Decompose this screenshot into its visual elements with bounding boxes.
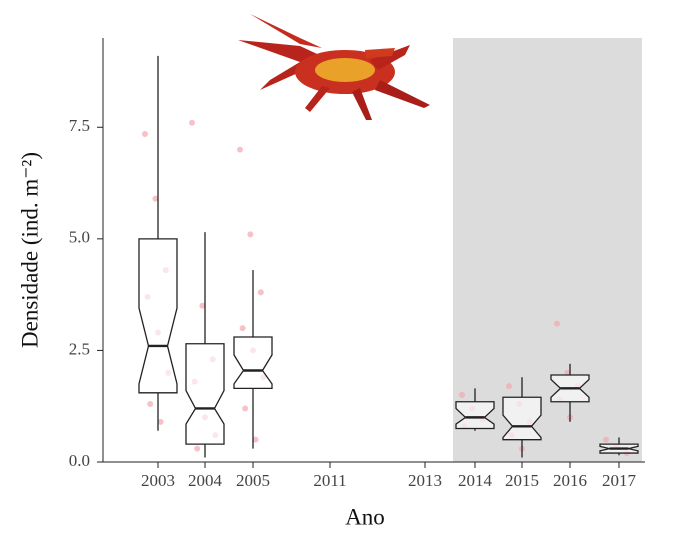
jitter-point [237,146,243,153]
jitter-point [239,325,246,332]
jitter-point [189,119,195,126]
shaded-period [453,38,642,462]
y-tick-label: 0.0 [69,451,90,470]
x-tick-label: 2013 [408,471,442,490]
jitter-point [199,302,206,309]
x-tick-label: 2016 [553,471,587,490]
y-tick-label: 2.5 [69,339,90,358]
jitter-point [157,418,164,425]
box [455,401,495,430]
jitter-point [194,445,201,452]
box [233,336,273,390]
y-tick-label: 5.0 [69,228,90,247]
jitter-point [247,231,254,238]
jitter-point [603,436,609,443]
x-tick-label: 2005 [236,471,270,490]
jitter-point [257,289,264,296]
jitter-point [242,405,249,412]
box [185,343,225,445]
x-tick-label: 2004 [188,471,223,490]
jitter-point [506,383,512,390]
jitter-point [152,195,159,202]
x-tick-label: 2015 [505,471,539,490]
crab-illustration [238,14,430,120]
jitter-point [252,436,259,443]
jitter-point [459,392,465,399]
jitter-point [147,400,154,407]
box [138,238,178,394]
x-tick-label: 2014 [458,471,493,490]
x-axis-title: Ano [345,504,385,529]
y-axis-title: Densidade (ind. m⁻²) [17,152,42,348]
x-tick-label: 2003 [141,471,175,490]
x-tick-label: 2017 [602,471,637,490]
box [502,396,542,441]
x-tick-label: 2011 [313,471,346,490]
jitter-point [554,320,560,327]
jitter-point [564,369,571,376]
jitter-point [142,130,148,137]
y-tick-label: 7.5 [69,116,90,135]
